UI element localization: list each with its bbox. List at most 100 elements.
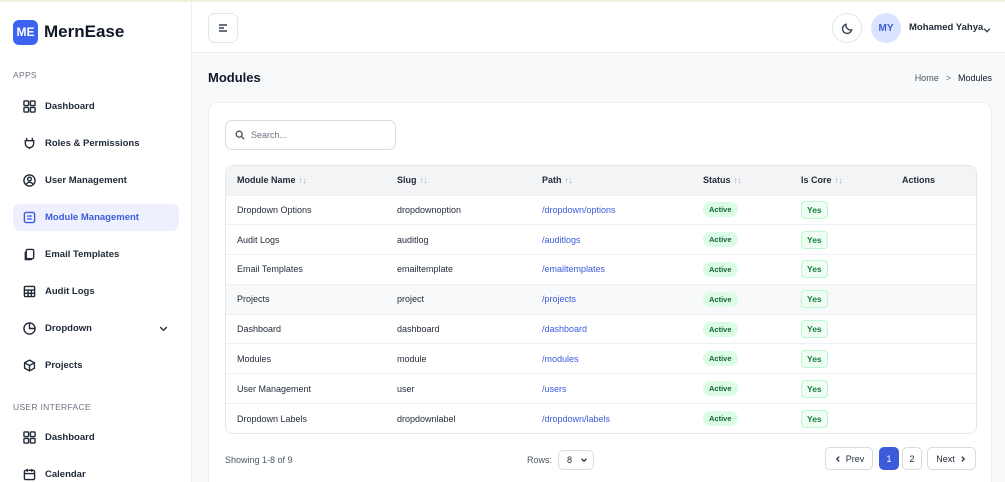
page-button-2[interactable]: 2 [902,447,922,470]
sort-icon[interactable]: ↑↓ [419,176,428,186]
sort-icon[interactable]: ↑↓ [733,176,742,186]
table-row[interactable]: User Management user /users Active Yes [226,373,976,404]
top-header: MY Mohamed Yahya [192,2,1005,53]
sidebar-item-roles-permissions[interactable]: Roles & Permissions [13,130,179,157]
search-box[interactable] [225,120,396,150]
cell-slug: dropdownlabel [397,413,456,424]
cell-is-core: Yes [790,344,891,374]
calendar-icon [23,468,36,481]
cell-actions [891,404,976,433]
cell-path-link[interactable]: /dashboard [542,324,588,335]
cell-actions [891,284,976,314]
sidebar-item-label: Dashboard [45,432,95,443]
cell-module-name: Dropdown Labels [237,413,308,424]
sidebar-item-ui-dashboard[interactable]: Dashboard [13,424,179,451]
sort-icon[interactable]: ↑↓ [834,176,843,186]
core-badge: Yes [801,320,828,339]
next-page-button[interactable]: Next [927,447,976,470]
table-row[interactable]: Projects project /projects Active Yes [226,284,976,315]
status-badge: Active [703,411,738,427]
table-row[interactable]: Audit Logs auditlog /auditlogs Active Ye… [226,224,976,255]
status-badge: Active [703,261,738,277]
cell-slug: auditlog [397,234,429,245]
column-header-path[interactable]: Path ↑↓ [531,166,692,195]
table-row[interactable]: Email Templates emailtemplate /emailtemp… [226,254,976,285]
core-badge: Yes [801,349,828,368]
sidebar-item-label: Calendar [45,469,86,480]
column-header-slug[interactable]: Slug ↑↓ [386,166,531,195]
box-icon [23,359,36,372]
cell-status: Active [692,255,790,285]
brand[interactable]: ME MernEase [0,2,191,62]
cell-status: Active [692,195,790,225]
status-badge: Active [703,351,738,367]
breadcrumb-home[interactable]: Home [914,73,939,83]
chevron-right-icon: > [945,73,951,83]
sidebar-section-apps: APPS [13,70,37,80]
grid-icon [23,100,36,113]
status-badge: Active [703,202,738,218]
table-header-row: Module Name ↑↓ Slug ↑↓ Path ↑↓ Status ↑↓ Is … [226,166,976,195]
pie-chart-icon [23,322,36,335]
prev-page-button[interactable]: Prev [825,447,873,470]
sidebar-item-module-management[interactable]: Module Management [13,204,179,231]
core-badge: Yes [801,409,828,428]
sidebar-item-label: Audit Logs [45,286,95,297]
cell-status: Active [692,344,790,374]
avatar[interactable]: MY [871,13,901,43]
rows-per-page-select[interactable]: 8 [558,450,595,470]
sidebar-item-label: Module Management [45,212,139,223]
cell-path-link[interactable]: /modules [542,353,579,364]
table-row[interactable]: Dashboard dashboard /dashboard Active Ye… [226,314,976,344]
table-row[interactable]: Dropdown Labels dropdownlabel /dropdown/… [226,403,976,433]
table-row[interactable]: Modules module /modules Active Yes [226,343,976,374]
cell-is-core: Yes [790,225,891,255]
menu-toggle-button[interactable] [208,13,238,43]
column-header-module-name[interactable]: Module Name ↑↓ [226,166,386,195]
cell-is-core: Yes [790,195,891,225]
pagination: Prev 1 2 Next [825,447,976,470]
sidebar-item-user-management[interactable]: User Management [13,167,179,194]
next-label: Next [936,453,955,464]
modules-table: Module Name ↑↓ Slug ↑↓ Path ↑↓ Status ↑↓ Is … [225,165,977,434]
core-badge: Yes [801,290,828,309]
column-header-status[interactable]: Status ↑↓ [692,166,790,195]
sidebar-item-projects[interactable]: Projects [13,352,179,379]
rows-value: 8 [567,455,573,465]
column-label: Actions [902,175,936,186]
cell-path-link[interactable]: /dropdown/labels [542,413,611,424]
pagination-summary: Showing 1-8 of 9 [225,455,293,465]
cell-path-link[interactable]: /auditlogs [542,234,581,245]
sidebar-section-user-interface: USER INTERFACE [13,402,91,412]
sidebar-item-dropdown[interactable]: Dropdown [13,315,179,342]
sidebar-item-audit-logs[interactable]: Audit Logs [13,278,179,305]
sort-icon[interactable]: ↑↓ [298,176,307,186]
cell-path-link[interactable]: /users [542,383,567,394]
chevron-down-icon[interactable] [158,323,169,337]
sidebar-item-label: Roles & Permissions [45,138,140,149]
sidebar-item-dashboard[interactable]: Dashboard [13,93,179,120]
search-input[interactable] [251,130,381,140]
cell-path-link[interactable]: /projects [542,294,577,305]
table-row[interactable]: Dropdown Options dropdownoption /dropdow… [226,195,976,225]
sidebar-item-label: Projects [45,360,83,371]
cell-is-core: Yes [790,255,891,285]
cell-path-link[interactable]: /dropdown/options [542,204,616,215]
sidebar-item-calendar[interactable]: Calendar [13,461,179,482]
theme-toggle-button[interactable] [832,13,862,43]
column-label: Path [542,175,562,186]
page-button-1[interactable]: 1 [879,447,899,470]
cell-status: Active [692,314,790,344]
core-badge: Yes [801,260,828,279]
column-label: Status [703,175,731,186]
core-badge: Yes [801,379,828,398]
cell-slug: dropdownoption [397,204,462,215]
brand-name: MernEase [44,22,125,41]
column-header-is-core[interactable]: Is Core ↑↓ [790,166,891,195]
sort-icon[interactable]: ↑↓ [564,176,573,186]
user-name[interactable]: Mohamed Yahya [909,22,984,33]
chevron-down-icon[interactable] [982,22,992,40]
cell-path-link[interactable]: /emailtemplates [542,264,606,275]
cell-module-name: Email Templates [237,264,303,275]
sidebar-item-email-templates[interactable]: Email Templates [13,241,179,268]
